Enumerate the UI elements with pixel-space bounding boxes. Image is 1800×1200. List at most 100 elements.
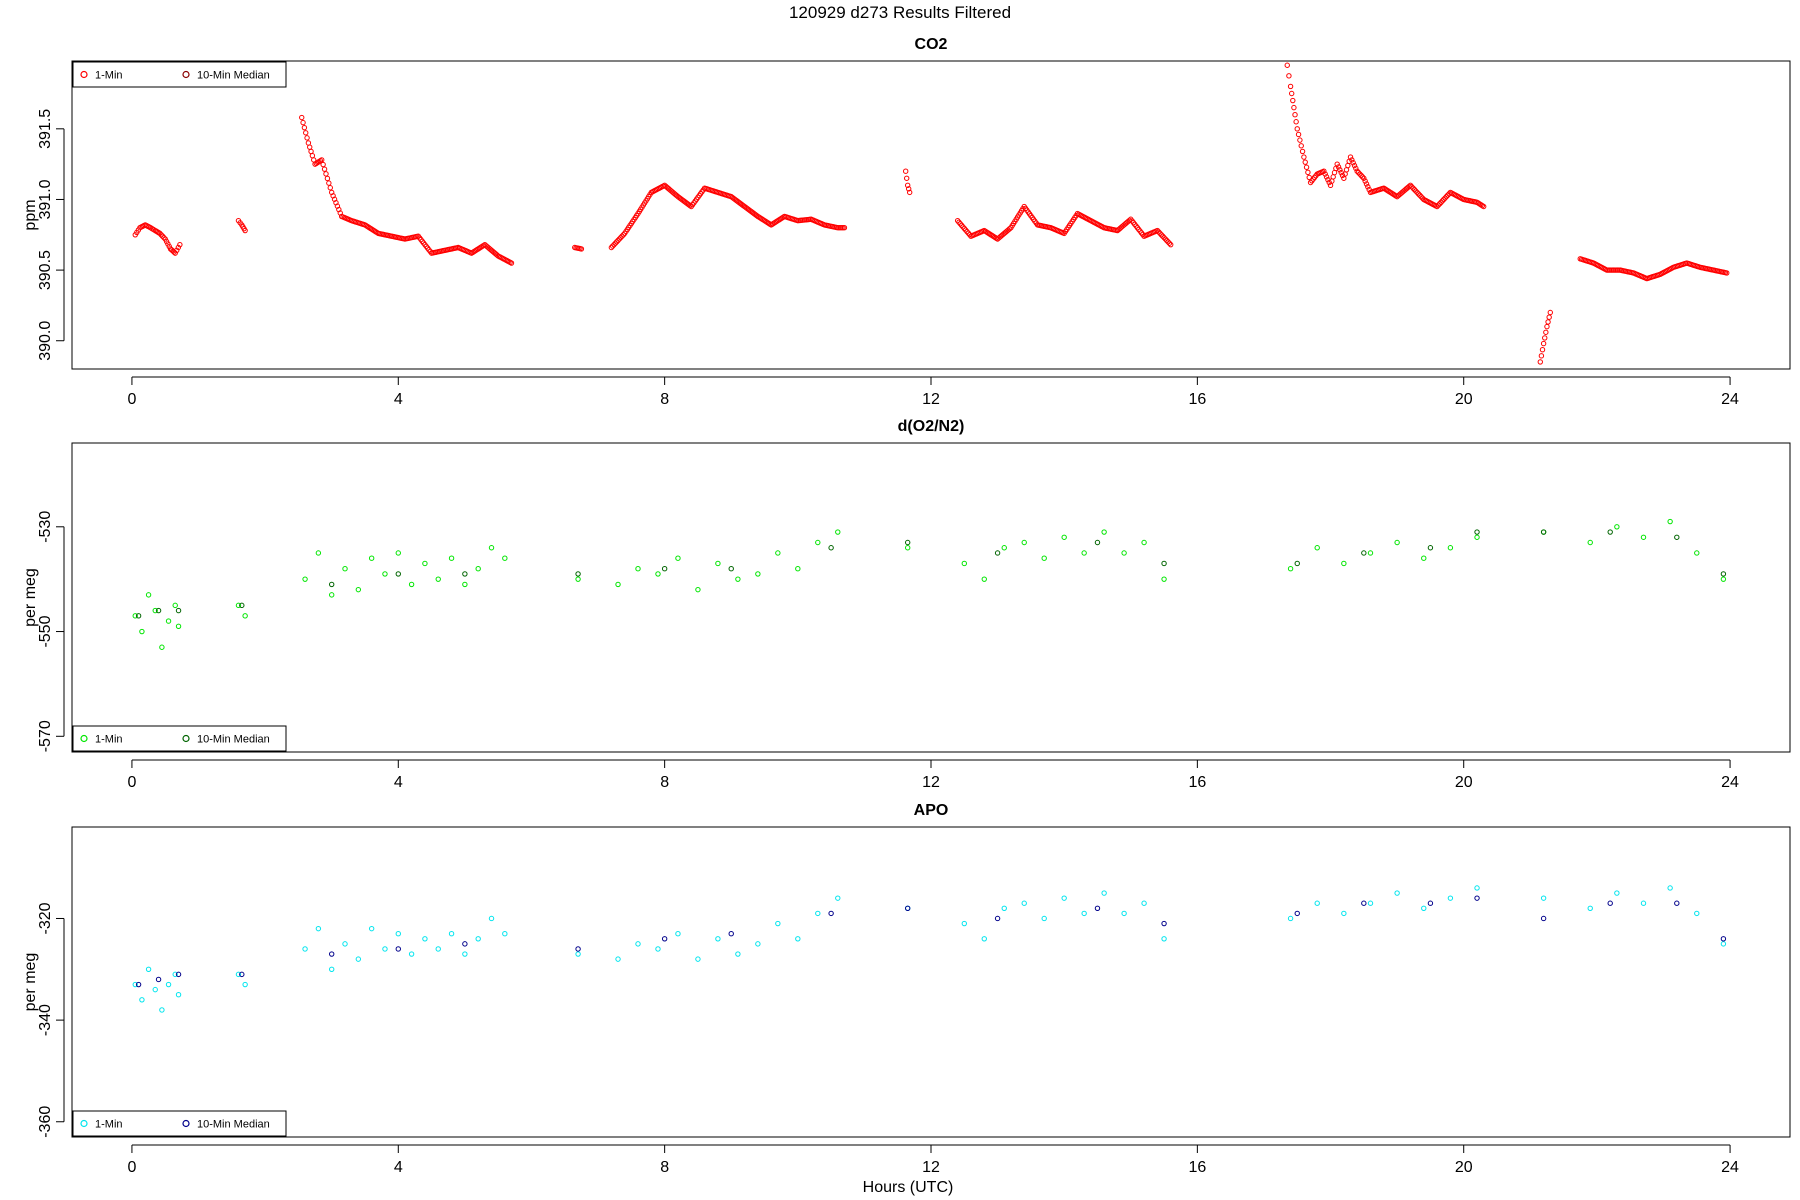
data-point-1min — [235, 602, 242, 609]
data-point-median — [828, 545, 834, 551]
data-point-1min — [615, 581, 621, 588]
data-point-1min — [1544, 323, 1550, 330]
data-point-1min — [1411, 186, 1418, 193]
y-tick-label: -360 — [37, 1106, 54, 1138]
data-point-1min — [715, 936, 721, 942]
data-point-1min — [1041, 555, 1047, 561]
legend-label: 1-Min — [95, 1119, 123, 1131]
data-point-1min — [675, 555, 681, 561]
x-tick-label: 24 — [1721, 774, 1739, 791]
data-point-1min — [1339, 172, 1346, 179]
data-point-1min — [1284, 62, 1290, 68]
data-point-1min — [1081, 550, 1087, 556]
data-point-1min — [395, 931, 401, 937]
data-point-median — [1674, 900, 1680, 906]
data-point-1min — [1434, 203, 1440, 210]
data-point-1min — [841, 225, 848, 231]
data-point-1min — [1001, 905, 1007, 912]
data-point-median — [1094, 905, 1101, 912]
panel-title: CO2 — [915, 36, 948, 53]
data-point-1min — [172, 971, 178, 978]
legend: 1-Min 10-Min Median — [72, 1110, 287, 1137]
y-axis-label: ppm — [22, 199, 39, 230]
data-point-1min — [177, 241, 183, 248]
data-point-1min — [175, 623, 182, 630]
data-point-1min — [1350, 160, 1356, 166]
data-point-1min — [755, 571, 761, 577]
co2-panel: CO2 0 4 8 12 16 20 24 390.0 390.5 391.0 391.5 ppm 1-M… — [22, 36, 1791, 408]
data-point-median — [462, 571, 468, 577]
data-point-1min — [1061, 534, 1067, 540]
data-point-1min — [1158, 232, 1165, 238]
data-point-1min — [815, 539, 821, 546]
data-point-median — [239, 602, 245, 609]
data-point-1min — [1354, 168, 1360, 174]
data-point-median — [155, 607, 162, 614]
data-point-median — [904, 905, 911, 912]
data-point-1min — [1154, 227, 1161, 234]
data-point-1min — [578, 246, 585, 252]
data-point-1min — [159, 233, 166, 239]
data-point-1min — [324, 175, 331, 182]
x-tick-label: 0 — [127, 774, 136, 791]
data-point-1min — [435, 946, 441, 952]
y-tick-label: -320 — [37, 902, 54, 934]
data-point-1min — [152, 986, 158, 993]
data-point-1min — [172, 602, 178, 609]
data-point-1min — [1321, 168, 1327, 174]
data-point-1min — [902, 168, 909, 174]
data-point-1min — [342, 941, 348, 947]
data-point-1min — [382, 946, 388, 952]
data-point-1min — [1303, 164, 1310, 170]
data-point-median — [994, 915, 1001, 922]
legend-label: 1-Min — [95, 70, 123, 82]
data-point-1min — [1326, 179, 1332, 186]
data-point-1min — [1367, 550, 1374, 556]
data-point-1min — [1442, 195, 1448, 201]
x-tick-label: 24 — [1721, 391, 1739, 408]
data-point-1min — [617, 234, 624, 241]
data-point-1min — [1435, 202, 1442, 208]
data-point-1min — [1286, 73, 1292, 79]
data-point-1min — [981, 576, 987, 582]
data-point-1min — [175, 244, 182, 251]
data-point-1min — [905, 186, 912, 192]
data-point-1min — [1407, 182, 1414, 189]
data-point-1min — [1365, 184, 1371, 190]
x-tick-label: 0 — [127, 391, 136, 408]
data-point-1min — [1443, 193, 1450, 200]
data-point-1min — [1335, 164, 1342, 170]
data-point-1min — [342, 565, 348, 572]
data-point-1min — [775, 920, 781, 927]
data-point-1min — [1101, 890, 1107, 896]
data-point-1min — [1724, 270, 1730, 276]
data-point-median — [1540, 915, 1547, 922]
data-point-1min — [1334, 161, 1340, 167]
data-point-1min — [1314, 900, 1320, 906]
data-point-1min — [502, 931, 508, 937]
data-point-1min — [1121, 550, 1127, 556]
data-point-1min — [1540, 340, 1547, 347]
legend-label: 10-Min Median — [197, 70, 270, 82]
data-point-median — [1361, 550, 1367, 556]
data-point-1min — [1720, 576, 1727, 582]
data-point-1min — [1538, 353, 1545, 359]
data-point-1min — [1161, 234, 1167, 241]
data-point-1min — [1547, 309, 1553, 316]
data-point-median — [828, 910, 834, 917]
data-point-1min — [1290, 97, 1296, 104]
data-point-1min — [715, 560, 721, 567]
data-point-1min — [299, 114, 305, 121]
data-point-1min — [161, 234, 167, 241]
data-point-1min — [1362, 178, 1368, 184]
data-point-1min — [611, 241, 617, 248]
legend-box — [72, 1110, 287, 1137]
data-point-1min — [1041, 915, 1047, 922]
x-tick-label: 16 — [1188, 391, 1206, 408]
y-tick-label: -550 — [37, 615, 54, 647]
data-point-1min — [475, 565, 481, 572]
data-point-1min — [159, 644, 165, 650]
data-point-1min — [1141, 539, 1147, 546]
x-tick-label: 16 — [1188, 774, 1206, 791]
x-tick-label: 8 — [660, 774, 669, 791]
